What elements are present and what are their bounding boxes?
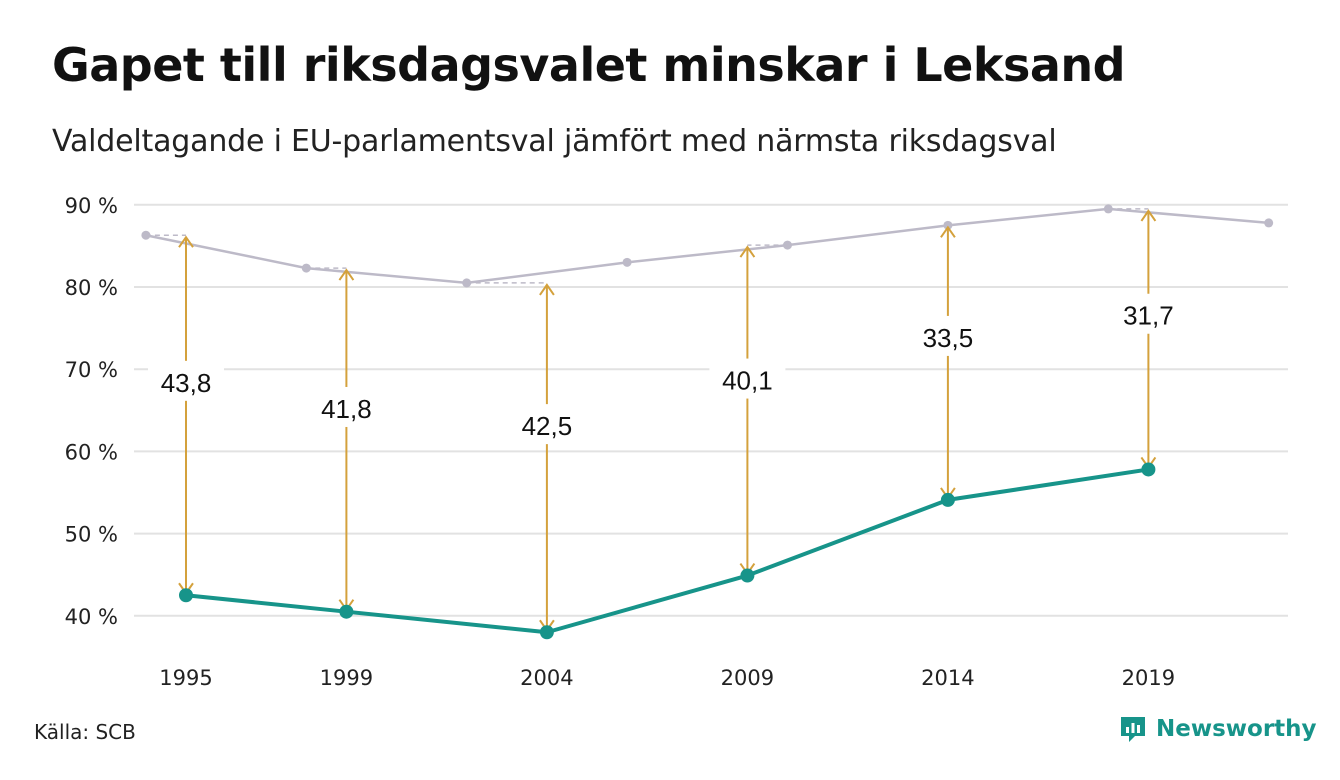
eu-point	[539, 625, 554, 640]
gap-label-bg	[1110, 293, 1187, 334]
eu-point	[179, 588, 193, 603]
eu-point	[740, 568, 755, 583]
chart-subtitle: Valdeltagande i EU-parlamentsval jämfört…	[52, 124, 1057, 159]
newsworthy-logo-icon	[1121, 717, 1145, 742]
gap-arrow-head-up	[178, 235, 194, 248]
gap-label-bg	[709, 358, 786, 399]
gap-label-bg	[909, 315, 986, 356]
chart-title: Gapet till riksdagsvalet minskar i Leksa…	[52, 38, 1126, 92]
gap-labels: 43,8 41,8 42,5 40,1 33,5 31,7	[148, 293, 1187, 445]
riksdag-line	[145, 207, 1269, 285]
gap-guides	[145, 208, 1149, 284]
brand-logo[interactable]: Newsworthy	[1118, 714, 1317, 744]
x-tick-label: 1995	[159, 666, 212, 690]
source-note: Källa: SCB	[34, 720, 136, 744]
riksdag-point	[1264, 218, 1274, 228]
riksdag-point	[943, 220, 953, 230]
gap-label: 33,5	[923, 323, 974, 353]
riksdag-point	[622, 257, 632, 267]
x-tick-label: 2014	[921, 666, 974, 690]
gap-arrow-head-up	[940, 225, 956, 238]
x-tick-label: 1999	[320, 666, 373, 690]
x-axis-ticks: 1995 1999 2004 2009 2014 2019	[159, 666, 1175, 690]
gap-label: 43,8	[161, 368, 212, 398]
eu-point	[339, 604, 354, 619]
y-tick-label: 60 %	[65, 440, 118, 464]
x-tick-label: 2019	[1122, 666, 1175, 690]
brand-name: Newsworthy	[1156, 716, 1317, 742]
gap-arrow-head-up	[1140, 209, 1157, 222]
gap-label: 40,1	[722, 366, 773, 396]
gap-arrow-head-up	[338, 268, 355, 281]
y-axis-ticks: 90 % 80 % 70 % 60 % 50 % 40 %	[65, 194, 118, 629]
y-tick-label: 90 %	[65, 194, 118, 218]
gap-label: 31,7	[1123, 301, 1174, 331]
y-tick-label: 50 %	[65, 523, 118, 547]
eu-point	[1141, 462, 1156, 477]
x-tick-label: 2009	[721, 666, 774, 690]
eu-point	[940, 492, 955, 507]
y-tick-label: 70 %	[65, 358, 118, 382]
y-tick-label: 40 %	[65, 605, 118, 629]
eu-line	[185, 467, 1149, 635]
gap-arrow-head-up	[539, 283, 555, 296]
x-tick-label: 2004	[520, 666, 573, 690]
eu-series	[179, 462, 1156, 640]
gap-label: 41,8	[321, 394, 372, 424]
gap-arrow-head-up	[739, 245, 756, 258]
gap-label: 42,5	[522, 411, 573, 441]
riksdag-series	[141, 204, 1274, 288]
gap-label-bg	[308, 386, 385, 427]
gap-label-bg	[148, 360, 224, 401]
gap-label-bg	[508, 404, 585, 445]
y-tick-label: 80 %	[65, 276, 118, 300]
